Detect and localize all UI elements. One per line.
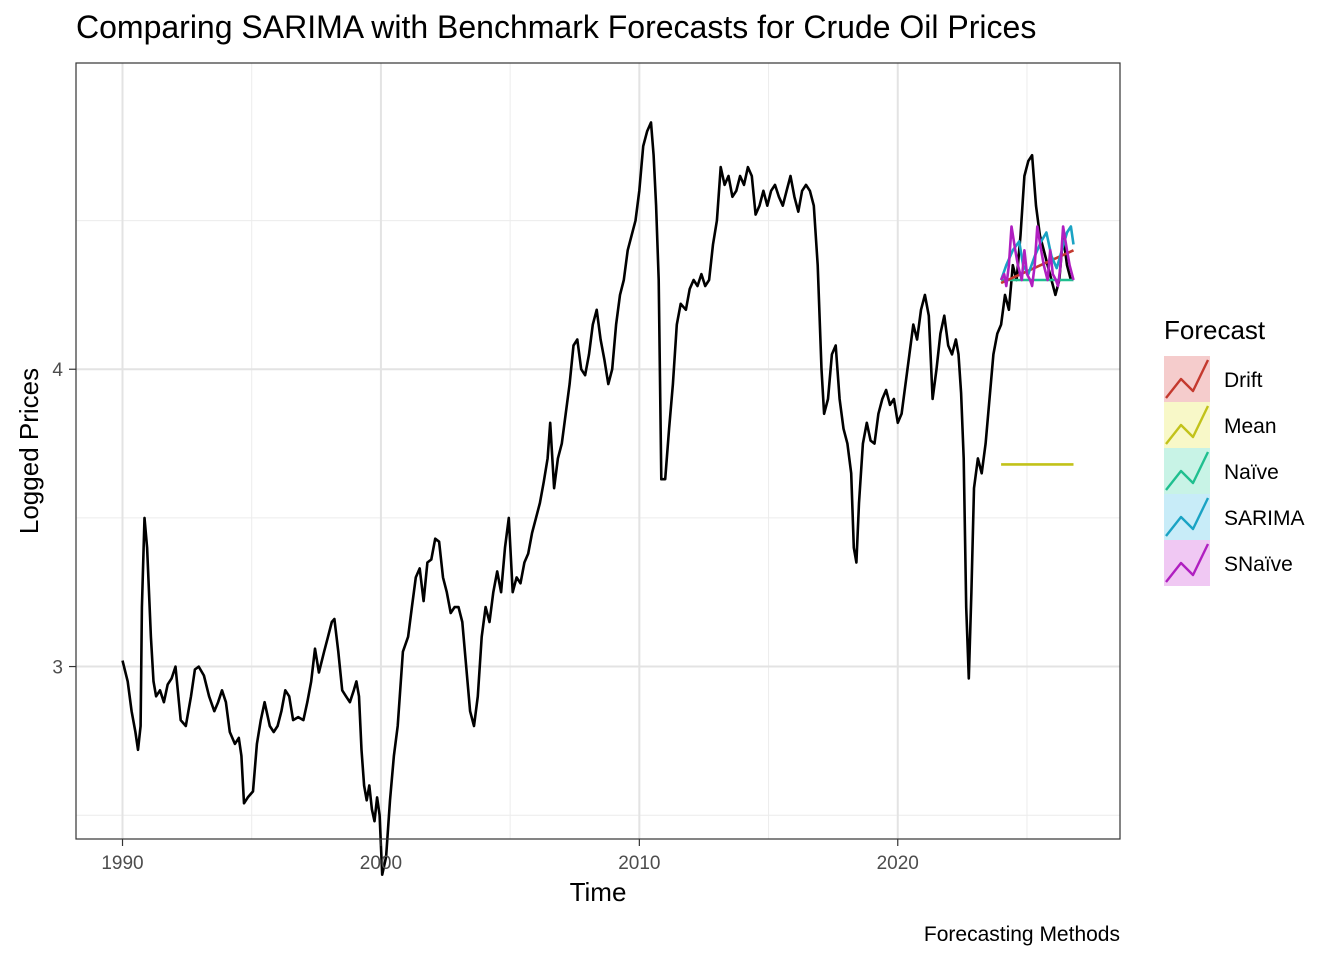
legend-label: Drift — [1224, 369, 1263, 392]
legend-key-line — [1165, 405, 1210, 445]
legend-label: SARIMA — [1224, 507, 1305, 530]
legend-item: Mean — [1164, 402, 1277, 448]
plot-panel — [76, 63, 1120, 839]
gridlines — [76, 63, 1120, 839]
legend-title: Forecast — [1164, 315, 1266, 345]
y-axis-title: Logged Prices — [14, 368, 44, 534]
series-line-snave — [999, 225, 1075, 288]
x-axis-title: Time — [570, 877, 627, 907]
legend-key-fill — [1164, 402, 1210, 448]
series-lines — [121, 121, 1075, 876]
x-tick-label: 1990 — [101, 853, 143, 874]
legend-item: Drift — [1164, 356, 1263, 402]
legend-label: SNaïve — [1224, 553, 1293, 576]
legend-key-line — [1165, 359, 1210, 399]
legend-key-line — [1165, 451, 1210, 491]
x-tick-label: 2000 — [360, 853, 402, 874]
caption: Forecasting Methods — [924, 923, 1120, 946]
legend-key-line — [1165, 497, 1210, 537]
legend-key-line — [1165, 543, 1210, 583]
x-tick-label: 2010 — [618, 853, 660, 874]
legend-label: Naïve — [1224, 461, 1279, 484]
legend-key-fill — [1164, 448, 1210, 494]
legend-key-fill — [1164, 494, 1210, 540]
x-tick-label: 2020 — [877, 853, 919, 874]
legend-key-fill — [1164, 356, 1210, 402]
legend-item: SNaïve — [1164, 540, 1293, 586]
legend-item: SARIMA — [1164, 494, 1305, 540]
y-tick-label: 3 — [52, 658, 63, 679]
legend: Forecast Drift Mean Naïve SARIMA SNaïve — [1164, 315, 1305, 586]
panel-border — [75, 62, 1121, 840]
series-line-historical — [121, 121, 1073, 876]
y-tick-label: 4 — [52, 360, 63, 381]
chart-title: Comparing SARIMA with Benchmark Forecast… — [76, 9, 1036, 45]
legend-key-fill — [1164, 540, 1210, 586]
axes: 1990 2000 2010 2020 3 4 — [52, 360, 918, 874]
legend-label: Mean — [1224, 415, 1277, 438]
legend-item: Naïve — [1164, 448, 1279, 494]
